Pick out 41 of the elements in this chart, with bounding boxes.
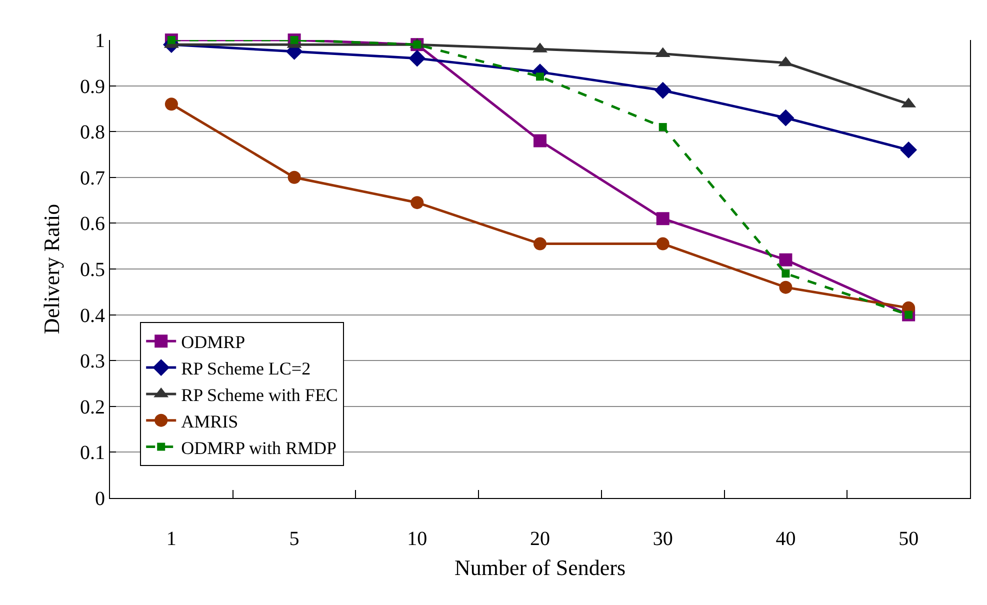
y-tick-label: 1 <box>95 30 105 52</box>
point <box>408 50 426 67</box>
point <box>777 109 794 126</box>
x-axis-title: Number of Senders <box>454 554 626 580</box>
point <box>654 82 672 99</box>
point <box>900 141 918 158</box>
x-tick-label: 20 <box>530 528 550 550</box>
point <box>164 98 178 111</box>
x-tick-label: 30 <box>652 528 673 550</box>
point <box>534 237 546 250</box>
y-tick-label: 0.7 <box>80 167 105 190</box>
x-tick-label: 50 <box>898 528 919 550</box>
point <box>536 72 544 81</box>
point <box>658 123 667 132</box>
x-tick-label: 10 <box>407 528 428 550</box>
y-tick-label: 0.8 <box>80 122 105 144</box>
y-tick-label: 0.1 <box>80 442 105 464</box>
y-tick-label: 0.2 <box>80 396 105 418</box>
point <box>656 212 670 226</box>
x-tick-label: 1 <box>166 528 176 550</box>
point <box>288 170 301 184</box>
y-tick-label: 0.9 <box>80 76 105 98</box>
point <box>779 253 792 266</box>
y-axis-title: Delivery Ratio <box>38 204 64 334</box>
y-tick-label: 0.6 <box>80 213 105 236</box>
point <box>410 196 424 210</box>
y-tick-label: 0 <box>95 488 105 510</box>
legend-label: ODMRP <box>181 332 246 352</box>
legend-label: ODMRP with RMDP <box>181 438 336 458</box>
point <box>534 134 546 148</box>
y-tick-label: 0.5 <box>80 259 105 281</box>
x-tick-label: 5 <box>289 528 300 550</box>
point <box>656 237 670 250</box>
legend-label: AMRIS <box>181 411 238 432</box>
point <box>782 270 790 278</box>
y-tick-label: 0.3 <box>80 350 105 373</box>
x-tick-label: 40 <box>776 528 796 550</box>
legend-label: RP Scheme with FEC <box>181 384 338 405</box>
legend-label: RP Scheme LC=2 <box>181 358 311 379</box>
y-tick-label: 0.4 <box>80 304 105 327</box>
point <box>779 280 792 294</box>
